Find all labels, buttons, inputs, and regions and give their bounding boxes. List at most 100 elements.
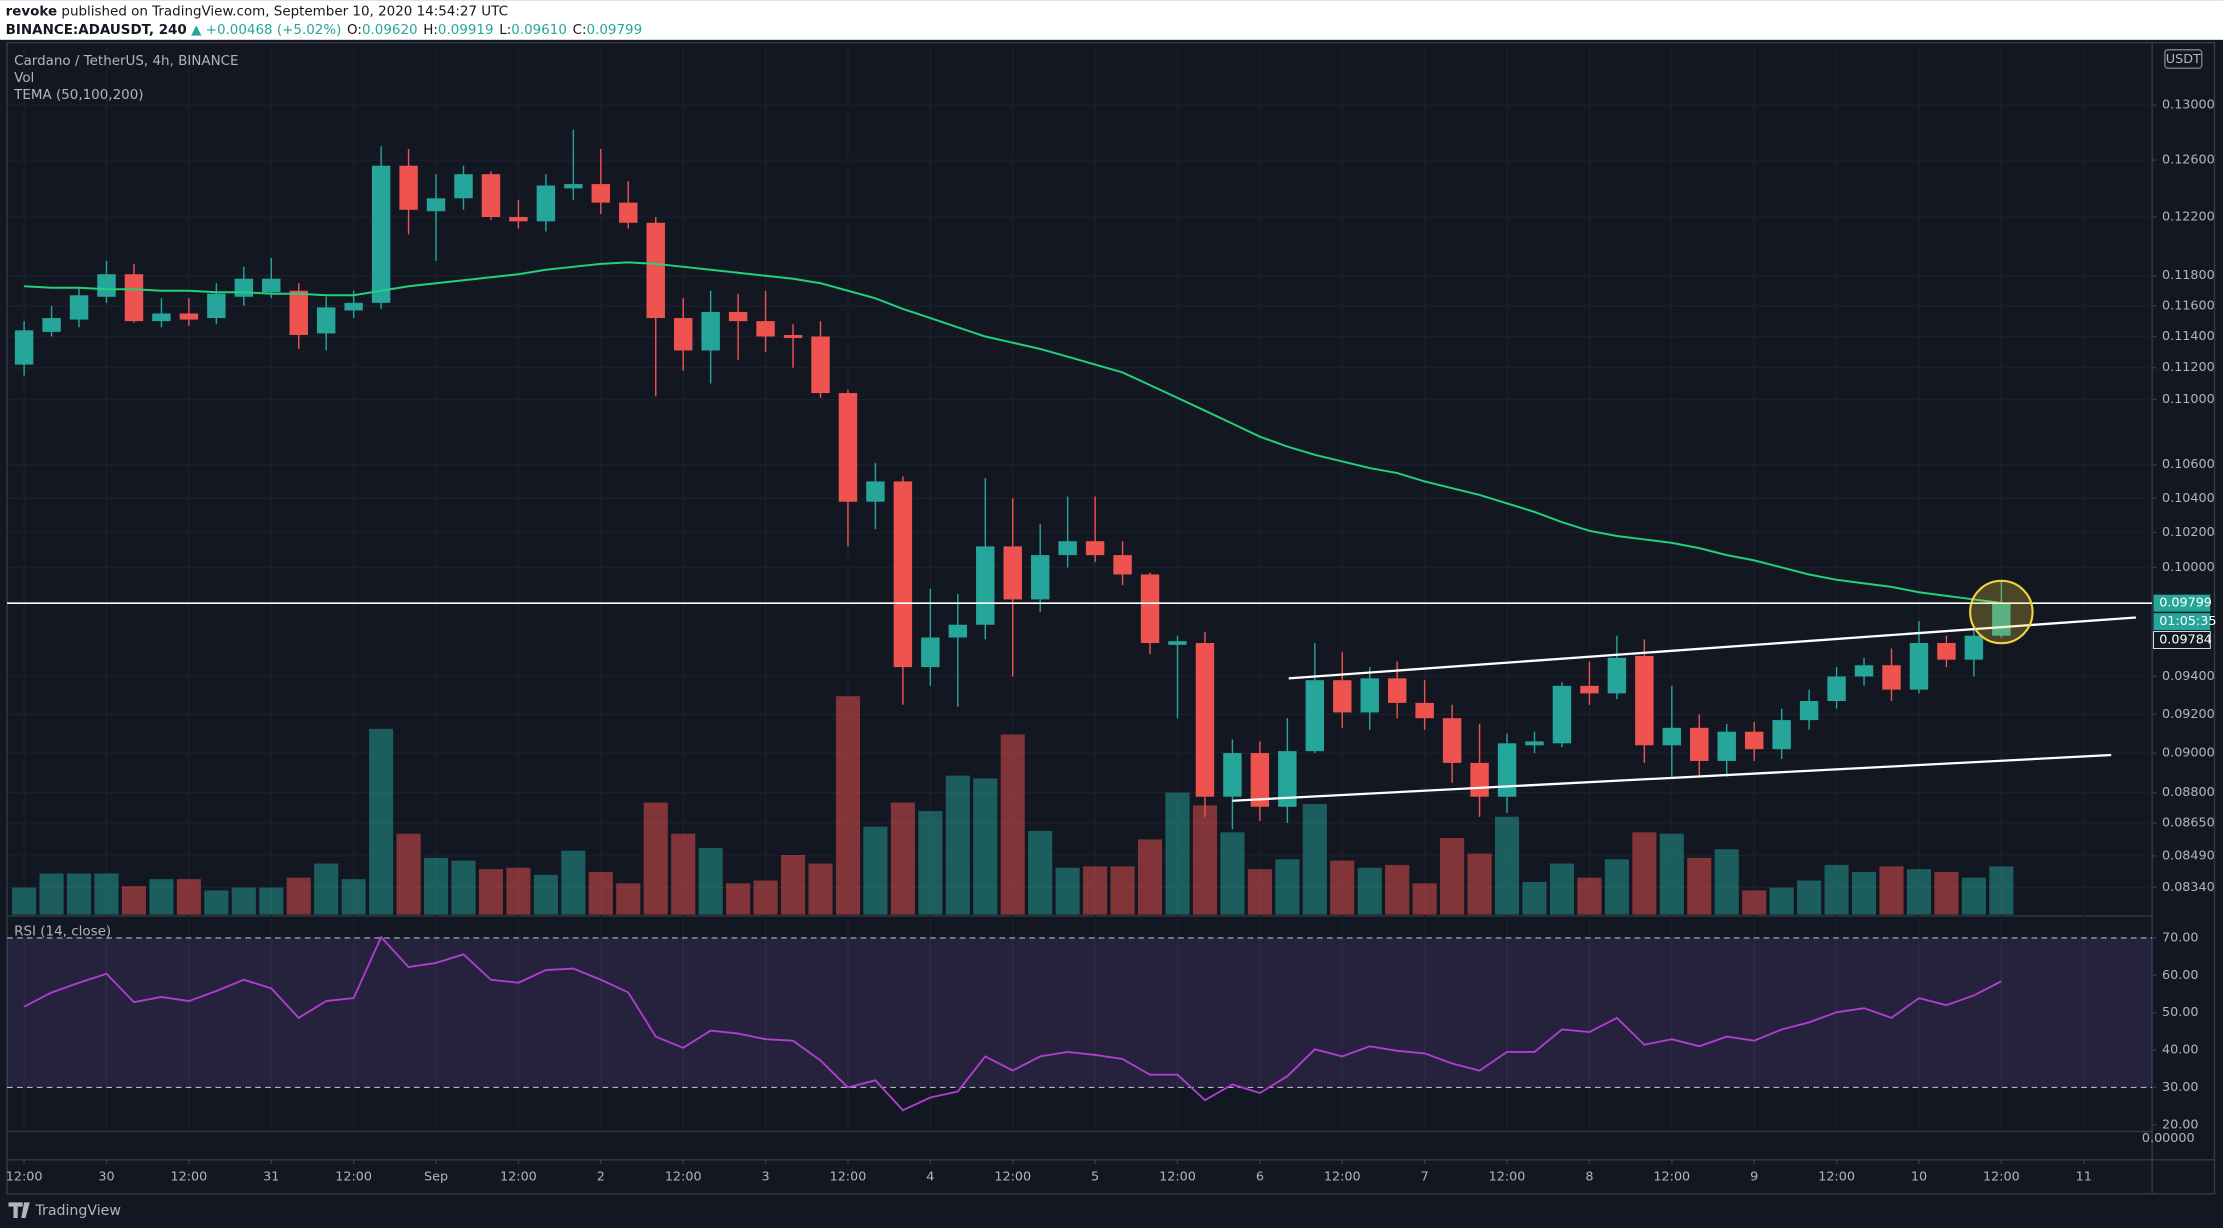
y-tick-label: 0.09000: [2162, 746, 2215, 761]
volume-bar: [506, 867, 531, 915]
volume-bar: [1742, 890, 1767, 915]
y-tick-label: 0.11800: [2162, 268, 2215, 283]
author[interactable]: revoke: [6, 4, 57, 19]
volume-bar: [149, 879, 174, 915]
candle-body: [1058, 541, 1077, 556]
volume-bar: [1220, 832, 1245, 915]
volume-bar: [1604, 859, 1629, 915]
candle-body: [1030, 555, 1050, 600]
volume-bar: [259, 887, 284, 915]
volume-layer: [12, 696, 2014, 915]
candle-body: [69, 295, 89, 320]
volume-bar: [1906, 869, 1932, 915]
frame: [6, 41, 2216, 1195]
header-line1: revoke published on TradingView.com, Sep…: [6, 4, 508, 19]
x-tick-label: 4: [926, 1169, 934, 1184]
candle-body: [262, 278, 281, 293]
candle-body: [1195, 643, 1215, 797]
axes-layer: 0.13000 0.12600 0.12200 0.11800 0.11600 0.114…: [6, 98, 2217, 1185]
x-tick-label: 12:00: [1489, 1169, 1526, 1184]
volume-bar: [1714, 849, 1739, 915]
volume-bar: [1549, 863, 1575, 915]
x-tick-label: 12:00: [1159, 1169, 1196, 1184]
y-tick-label: 0.09400: [2162, 669, 2215, 684]
candle-body: [509, 216, 528, 222]
candle-body: [1140, 574, 1160, 644]
volume-bar: [1824, 864, 1849, 915]
tema-marker-box: [2153, 631, 2211, 649]
candle-body: [234, 278, 254, 297]
candle-body: [1223, 753, 1242, 797]
x-tick-label: 9: [1750, 1169, 1758, 1184]
volume-bar: [1522, 881, 1547, 915]
candle-body: [1497, 743, 1517, 797]
candle-body: [1552, 685, 1572, 744]
volume-bar: [1687, 857, 1712, 915]
volume-bar: [1577, 877, 1602, 915]
volume-bar: [478, 869, 504, 915]
candle-body: [1113, 555, 1132, 575]
x-tick-label: 12:00: [830, 1169, 867, 1184]
ohlc-label: C:: [573, 23, 587, 38]
candle-body: [1250, 753, 1270, 807]
candle-body: [1415, 702, 1434, 719]
volume-bar: [369, 728, 394, 915]
y-tick-label: 0.10400: [2162, 491, 2215, 506]
x-tick-label: 5: [1091, 1169, 1099, 1184]
candle-body: [14, 330, 34, 365]
candle-body: [948, 624, 968, 638]
ohlc-value: 0.09620: [362, 23, 418, 38]
candle-body: [1937, 643, 1956, 660]
candle-body: [893, 481, 913, 668]
candle-body: [536, 185, 556, 222]
candle-body: [1085, 541, 1105, 556]
brand[interactable]: TradingView: [34, 1203, 121, 1219]
volume-bar: [1934, 872, 1959, 915]
currency-box[interactable]: [2164, 49, 2203, 69]
volume-bar: [1879, 866, 1904, 915]
volume-bar: [1083, 866, 1108, 915]
candle-body: [1854, 665, 1874, 677]
x-tick-label: 8: [1585, 1169, 1593, 1184]
highlight: [1969, 579, 2034, 645]
ohlc-value: 0.09799: [587, 23, 643, 38]
rsi-layer: [7, 935, 2153, 1112]
y-tick-label: 0.12200: [2162, 209, 2215, 224]
trendline: [1232, 753, 2112, 802]
candle-body: [1964, 635, 1984, 660]
volume-bar: [94, 873, 119, 915]
indicator-label: TEMA (50,100,200): [13, 88, 143, 103]
x-tick-label: Sep: [424, 1169, 448, 1184]
volume-bar: [835, 696, 861, 915]
trendline: [1288, 616, 2136, 680]
volume-bar: [1961, 877, 1986, 915]
volume-bar: [1851, 872, 1877, 915]
candle-body: [564, 184, 583, 189]
x-tick-label: 12:00: [1324, 1169, 1361, 1184]
header-bg: [0, 0, 2223, 40]
candle-body: [1305, 680, 1325, 752]
candle-body: [976, 546, 995, 625]
volume-bar: [231, 887, 256, 915]
y-tick-label: 0.10000: [2162, 560, 2215, 575]
y-tick-label: 0.08800: [2162, 785, 2215, 800]
candle-body: [866, 481, 885, 502]
rsi-tick-label: 50.00: [2162, 1005, 2199, 1020]
x-tick-label: 11: [2076, 1169, 2092, 1184]
volume-bar: [588, 872, 613, 915]
candle-body: [42, 318, 61, 332]
candle-body: [811, 336, 830, 394]
candle-body: [371, 165, 391, 303]
candle-body: [921, 637, 940, 668]
x-tick-label: 12:00: [1983, 1169, 2020, 1184]
candle-body: [207, 293, 226, 319]
candle-body: [124, 274, 144, 322]
price-marker-box: [2153, 594, 2211, 612]
volume-bar: [396, 833, 421, 915]
candle-body: [1003, 546, 1022, 600]
y-tick-label: 0.11600: [2162, 298, 2215, 313]
x-tick-label: 12:00: [1653, 1169, 1690, 1184]
volume-bar: [753, 880, 778, 915]
volume-bar: [121, 886, 147, 915]
x-tick-label: 3: [762, 1169, 770, 1184]
